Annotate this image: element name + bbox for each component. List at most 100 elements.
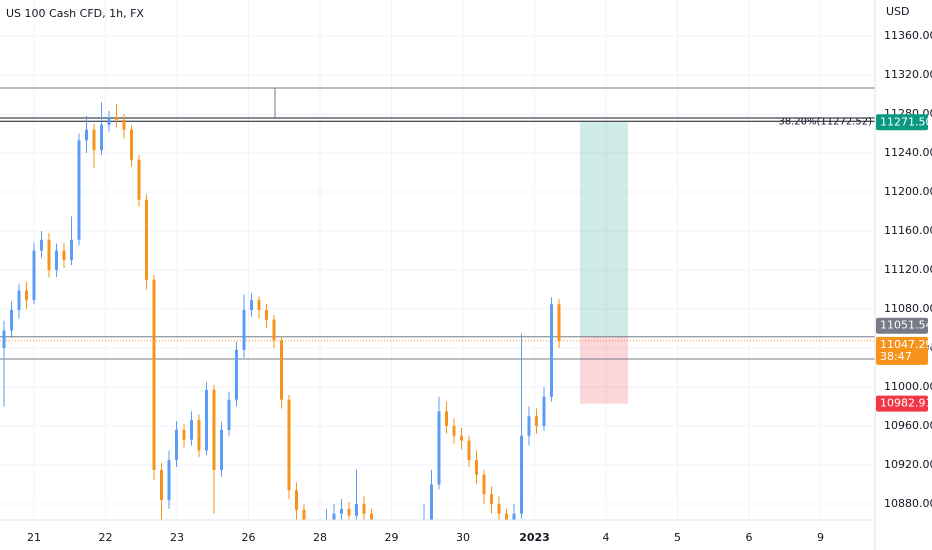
axes: 10880.0010920.0010960.0011000.0011040.00… — [27, 29, 932, 544]
candle-body — [205, 389, 208, 451]
candle-body — [55, 250, 58, 270]
position-profit — [580, 122, 628, 337]
candle-body — [257, 300, 261, 310]
candle-body — [77, 140, 81, 240]
y-tick-label: 11120.00 — [884, 263, 932, 276]
candle-body — [70, 239, 73, 261]
candle-body — [355, 504, 358, 516]
candle-body — [197, 420, 201, 451]
candle-body — [340, 508, 343, 514]
candle-body — [62, 250, 66, 261]
candle-body — [332, 513, 336, 520]
fib-label: 38.20%(11272.52) — [778, 116, 872, 127]
candle-body — [265, 309, 268, 320]
candle-body — [220, 429, 223, 470]
x-tick-label: 6 — [746, 531, 753, 544]
y-tick-label: 10920.00 — [884, 458, 932, 471]
currency: USD — [886, 5, 910, 18]
candle-body — [160, 469, 163, 501]
candle-body — [250, 300, 253, 310]
candle-body — [190, 420, 193, 440]
x-tick-label: 23 — [170, 531, 184, 544]
last-price-text: 11047.29 — [880, 338, 932, 351]
x-tick-label: 2023 — [519, 531, 550, 544]
candle-body — [40, 239, 43, 251]
y-tick-label: 11080.00 — [884, 302, 932, 315]
candle-body — [175, 429, 178, 461]
candle-body — [467, 440, 471, 461]
candle-body — [460, 435, 463, 441]
candle-body — [130, 129, 133, 160]
target-label-text: 11271.50 — [880, 115, 932, 128]
candle-body — [550, 304, 553, 397]
candle-body — [295, 490, 298, 510]
candle-body — [475, 460, 478, 475]
candle-body — [497, 504, 501, 514]
x-tick-label: 21 — [27, 531, 41, 544]
candle-body — [302, 509, 306, 520]
x-tick-label: 5 — [674, 531, 681, 544]
y-tick-label: 11000.00 — [884, 380, 932, 393]
candle-body — [227, 399, 231, 430]
candle-body — [437, 411, 441, 485]
x-tick-label: 4 — [603, 531, 610, 544]
candle-body — [557, 304, 561, 341]
candle-body — [527, 416, 531, 436]
y-tick-label: 10880.00 — [884, 497, 932, 510]
stop-label-text: 10982.91 — [880, 397, 932, 410]
candle-body — [362, 504, 366, 514]
candle-body — [347, 508, 351, 516]
candle-body — [100, 124, 103, 151]
entry-label — [876, 317, 928, 334]
candle-body — [445, 411, 448, 427]
last-price-label — [876, 336, 928, 365]
candle-body — [167, 460, 171, 501]
candle-body — [122, 119, 126, 130]
y-tick-label: 11360.00 — [884, 29, 932, 42]
candle-body — [107, 117, 111, 125]
candle-body — [272, 319, 276, 341]
candle-body — [280, 340, 283, 400]
y-tick-label: 10960.00 — [884, 419, 932, 432]
candle-body — [490, 494, 493, 505]
x-tick-label: 30 — [456, 531, 470, 544]
candle-body — [32, 250, 36, 301]
candle-body — [535, 416, 538, 427]
candle-body — [520, 435, 523, 514]
candle-body — [25, 290, 28, 301]
y-tick-label: 11240.00 — [884, 146, 932, 159]
candle-body — [212, 389, 216, 470]
candle-body — [430, 484, 433, 520]
candle-body — [92, 129, 96, 151]
candle-body — [235, 349, 238, 400]
candle-body — [47, 239, 51, 270]
candle-body — [145, 199, 148, 280]
candle-body — [512, 513, 516, 520]
plot-area: 38.20%(11272.52) — [0, 87, 875, 520]
candle-body — [85, 129, 88, 141]
stop-label — [876, 395, 928, 412]
candle-body — [482, 474, 486, 495]
x-tick-label: 29 — [385, 531, 399, 544]
candle-body — [182, 429, 186, 440]
candle-body — [152, 279, 156, 470]
candle-body — [137, 159, 141, 200]
candle-body — [287, 399, 291, 491]
candle-body — [505, 513, 508, 520]
candle-body — [17, 290, 21, 310]
candle-body — [452, 426, 456, 436]
target-label — [876, 114, 928, 131]
chart-title: US 100 Cash CFD, 1h, FX — [6, 7, 144, 20]
x-tick-label: 26 — [242, 531, 256, 544]
entry-label-text: 11051.54 — [880, 319, 932, 332]
x-tick-label: 28 — [313, 531, 327, 544]
candle-body — [115, 117, 118, 120]
countdown: 38:47 — [880, 350, 912, 363]
y-tick-label: 11160.00 — [884, 224, 932, 237]
candle-body — [242, 309, 246, 350]
candle-body — [370, 513, 373, 520]
candle-body — [542, 396, 546, 427]
candle-body — [2, 330, 6, 348]
